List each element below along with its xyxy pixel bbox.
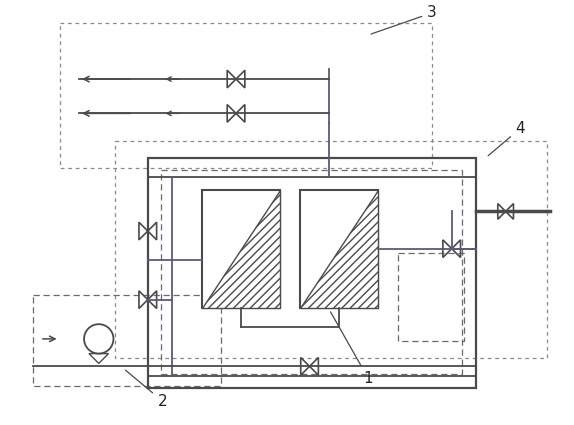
Bar bbox=[300, 190, 378, 308]
Bar bbox=[161, 170, 463, 374]
Bar bbox=[398, 252, 464, 341]
Bar bbox=[201, 190, 280, 308]
Polygon shape bbox=[300, 190, 378, 308]
Bar bbox=[60, 23, 432, 168]
Text: 2: 2 bbox=[125, 370, 167, 408]
Text: 4: 4 bbox=[488, 121, 525, 156]
Bar bbox=[148, 158, 476, 388]
Bar bbox=[115, 141, 547, 359]
Text: 1: 1 bbox=[331, 312, 373, 386]
Text: 3: 3 bbox=[371, 5, 437, 34]
Bar bbox=[33, 295, 222, 386]
Polygon shape bbox=[201, 190, 280, 308]
